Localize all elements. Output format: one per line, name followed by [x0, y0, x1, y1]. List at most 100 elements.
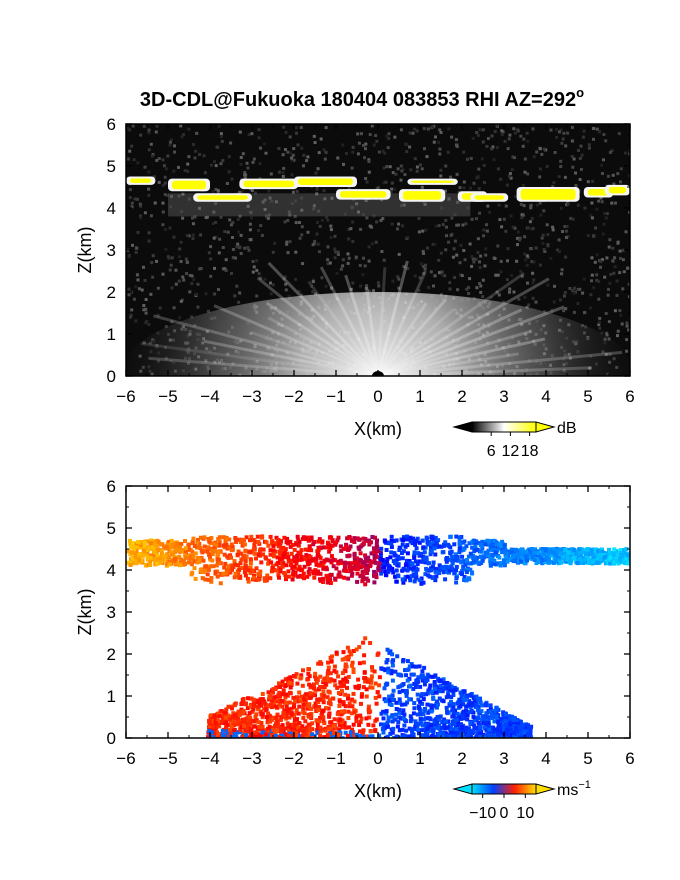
- velocity-cloud-cell: [488, 560, 493, 565]
- snr-noise-cell: [619, 256, 622, 260]
- snr-noise-cell: [288, 135, 292, 139]
- velocity-ground-cell: [362, 670, 367, 675]
- velocity-ground-cell: [328, 726, 333, 731]
- snr-beam-streak: [376, 302, 428, 376]
- velocity-ground-cell: [248, 704, 253, 709]
- snr-noise-cell: [448, 281, 452, 285]
- snr-beam-streak: [377, 271, 525, 376]
- velocity-cloud-cell: [440, 550, 445, 555]
- snr-noise-cell: [559, 128, 563, 132]
- velocity-cloud-cell: [478, 554, 483, 559]
- velocity-ground-cell: [283, 684, 288, 689]
- velocity-ground-cell: [382, 686, 387, 691]
- snr-noise-cell: [469, 156, 473, 160]
- snr-noise-cell: [462, 180, 466, 184]
- snr-noise-cell: [239, 156, 243, 159]
- velocity-cloud-cell: [530, 554, 535, 559]
- snr-noise-cell: [384, 180, 388, 184]
- snr-noise-cell: [156, 313, 160, 317]
- velocity-cloud-cell: [404, 562, 409, 567]
- velocity-ground-cell: [341, 681, 346, 686]
- velocity-cloud-cell: [316, 545, 321, 550]
- velocity-ground-cell: [438, 683, 443, 688]
- snr-noise-cell: [174, 268, 178, 272]
- velocity-cloud-cell: [450, 558, 455, 563]
- velocity-cloud-cell: [169, 544, 174, 549]
- snr-noise-cell: [507, 174, 511, 178]
- velocity-ground-cell: [418, 721, 423, 726]
- velocity-ground-cell: [279, 715, 284, 720]
- snr-noise-cell: [351, 281, 355, 285]
- velocity-cloud-cell: [429, 568, 434, 573]
- snr-noise-cell: [343, 212, 347, 216]
- snr-noise-cell: [380, 250, 384, 253]
- velocity-cloud-cell: [255, 534, 260, 539]
- snr-beam-streak: [344, 274, 380, 376]
- velocity-ground-cell: [443, 683, 448, 688]
- velocity-cloud-cell: [229, 555, 234, 560]
- velocity-cloud-cell: [128, 542, 133, 546]
- velocity-cloud-cell: [319, 560, 324, 565]
- velocity-cloud-cell: [437, 544, 442, 549]
- velocity-ground-cell: [295, 695, 300, 700]
- velocity-cloud-cell: [222, 565, 227, 570]
- velocity-ground-cell: [303, 719, 308, 724]
- velocity-cloud-cell: [388, 555, 393, 560]
- velocity-cloud-cell: [485, 550, 490, 555]
- velocity-cloud-cell: [294, 542, 299, 547]
- velocity-cloud-cell: [250, 569, 255, 574]
- snr-noise-cell: [172, 306, 176, 310]
- snr-noise-cell: [611, 246, 615, 250]
- velocity-ground-cell: [408, 683, 413, 688]
- velocity-cloud-cell: [261, 547, 266, 552]
- velocity-cloud-cell: [522, 550, 527, 555]
- snr-noise-cell: [251, 160, 255, 164]
- snr-noise-cell: [241, 152, 245, 156]
- velocity-cloud-cell: [289, 558, 294, 563]
- velocity-cloud-cell: [317, 563, 322, 568]
- velocity-ground-cell: [337, 704, 342, 708]
- snr-noise-cell: [139, 133, 143, 137]
- velocity-cloud-cell: [327, 558, 332, 563]
- velocity-ground-cell: [400, 688, 405, 693]
- snr-noise-cell: [365, 180, 369, 184]
- velocity-ground-cell: [468, 693, 473, 697]
- velocity-cloud-cell: [152, 550, 157, 555]
- snr-noise-cell: [347, 256, 351, 260]
- velocity-cloud-cell: [142, 540, 147, 545]
- snr-noise-cell: [191, 216, 194, 220]
- snr-noise-cell: [443, 189, 447, 193]
- velocity-cloud-cell: [487, 539, 492, 543]
- snr-noise-cell: [372, 214, 376, 218]
- velocity-ground-cell: [413, 685, 418, 689]
- snr-noise-cell: [300, 146, 304, 150]
- snr-x-tick-label: 2: [457, 387, 466, 406]
- snr-noise-cell: [564, 144, 568, 148]
- snr-noise-cell: [217, 124, 221, 128]
- velocity-cloud-cell: [460, 572, 464, 577]
- snr-noise-cell: [499, 259, 503, 263]
- velocity-cloud-cell: [145, 554, 150, 559]
- snr-noise-cell: [523, 252, 527, 256]
- velocity-cloud-cell: [178, 560, 183, 565]
- snr-noise-cell: [604, 216, 608, 220]
- velocity-cloud-cell: [232, 559, 237, 564]
- snr-noise-cell: [136, 231, 140, 234]
- snr-noise-cell: [496, 167, 500, 171]
- snr-noise-cell: [530, 227, 534, 231]
- snr-noise-cell: [136, 278, 140, 282]
- snr-noise-cell: [231, 256, 235, 260]
- snr-noise-cell: [168, 143, 172, 147]
- velocity-ground-cell: [377, 733, 382, 738]
- velocity-cloud-cell: [243, 548, 248, 553]
- velocity-ground-cell: [349, 735, 354, 738]
- snr-noise-cell: [546, 244, 550, 248]
- velocity-ground-cell: [326, 706, 331, 711]
- velocity-ground-cell: [437, 696, 442, 701]
- snr-noise-cell: [263, 142, 266, 146]
- snr-noise-cell: [164, 325, 168, 329]
- velocity-ground-cell: [420, 723, 425, 728]
- velocity-ground-cell: [250, 709, 255, 714]
- velocity-ground-cell: [518, 719, 523, 724]
- snr-noise-cell: [257, 272, 261, 275]
